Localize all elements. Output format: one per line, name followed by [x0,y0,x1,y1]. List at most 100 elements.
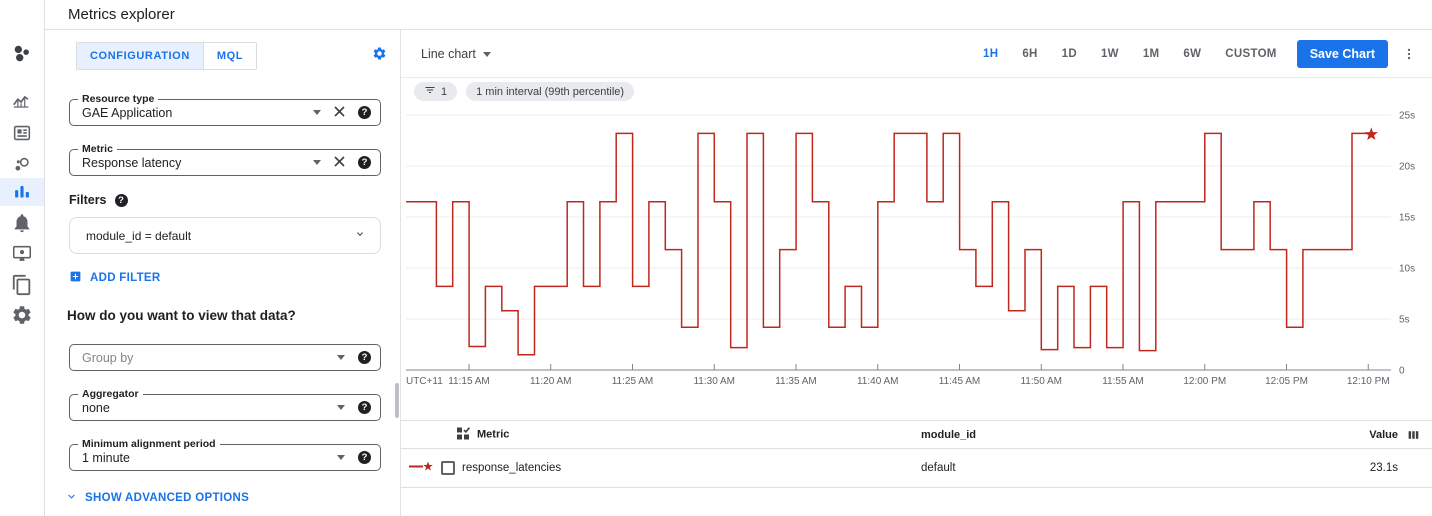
app-header: Metrics explorer [0,0,1432,30]
time-range-6h[interactable]: 6H [1022,48,1038,60]
column-header-module-id: module_id [921,428,977,441]
table-row[interactable]: response_latencies default 23.1s [401,449,1432,488]
series-line [406,132,1372,356]
time-range-6w[interactable]: 6W [1183,48,1202,60]
min-alignment-period-field[interactable]: Minimum alignment period 1 minute [69,438,381,471]
aggregator-label: Aggregator [78,388,143,400]
help-icon[interactable] [358,156,371,169]
nav-overview-icon[interactable] [11,43,33,65]
metric-field[interactable]: Metric Response latency [69,143,381,176]
dropdown-caret-icon [482,51,491,57]
nav-groups-icon[interactable] [11,274,33,296]
metric-label: Metric [78,143,117,155]
x-tick-label: 11:40 AM [857,376,899,387]
view-columns-icon[interactable] [1407,428,1420,441]
resource-type-field[interactable]: Resource type GAE Application [69,93,381,126]
chevron-down-icon [354,227,366,245]
nav-uptime-checks-icon[interactable] [11,243,33,265]
interval-chip[interactable]: 1 min interval (99th percentile) [466,82,635,101]
add-filter-label: ADD FILTER [90,272,161,284]
chevron-down-icon [65,490,78,506]
chart-type-label: Line chart [421,47,476,61]
more-options-kebab-icon[interactable] [1396,42,1422,66]
metric-value: Response latency [82,155,182,170]
time-range-1h[interactable]: 1H [983,48,999,60]
help-icon[interactable] [358,351,371,364]
x-tick-label: 12:00 PM [1183,376,1226,387]
row-module-id: default [921,462,956,474]
nav-metrics-explorer-icon[interactable] [11,181,33,203]
page-title: Metrics explorer [68,6,175,23]
tab-configuration[interactable]: CONFIGURATION [77,43,203,69]
resource-type-label: Resource type [78,93,159,105]
help-icon[interactable] [358,106,371,119]
filter-count-chip[interactable]: 1 [414,82,458,101]
save-chart-button[interactable]: Save Chart [1296,40,1388,68]
config-scrollbar[interactable] [395,383,399,418]
grid-select-icon[interactable] [456,426,471,443]
dropdown-caret-icon[interactable] [337,455,345,460]
chart-toolbar: Line chart 1H 6H 1D 1W 1M 6W CUSTOM Save… [401,30,1432,78]
nav-settings-icon[interactable] [11,304,33,326]
filter-count: 1 [441,85,448,98]
add-filter-button[interactable]: ADD FILTER [69,270,161,286]
x-tick-label: 12:10 PM [1347,376,1390,387]
x-tick-label: 11:45 AM [939,376,981,387]
show-advanced-options-button[interactable]: SHOW ADVANCED OPTIONS [65,490,249,506]
end-star-marker [1364,127,1378,140]
help-icon[interactable] [114,193,128,207]
nav-metrics-icon[interactable] [11,91,33,113]
series-legend-swatch [409,460,434,477]
view-data-heading: How do you want to view that data? [67,308,296,323]
y-tick-label: 15s [1399,213,1415,224]
configuration-panel: CONFIGURATION MQL Resource type GAE Appl… [45,30,400,516]
nav-services-icon[interactable] [11,154,33,176]
header-divider [45,29,1432,30]
tab-mql[interactable]: MQL [202,43,257,69]
aggregator-value: none [82,400,110,415]
add-box-icon [69,270,82,286]
x-tick-label: 11:35 AM [775,376,817,387]
dropdown-caret-icon[interactable] [313,110,321,115]
dropdown-caret-icon[interactable] [337,355,345,360]
min-alignment-period-value: 1 minute [82,450,130,465]
filter-expander[interactable]: module_id = default [69,217,381,254]
clear-icon[interactable] [334,154,345,172]
group-by-placeholder: Group by [82,350,134,365]
dropdown-caret-icon[interactable] [337,405,345,410]
row-metric-name: response_latencies [462,462,562,474]
column-header-metric: Metric [477,428,510,441]
time-range-1m[interactable]: 1M [1142,48,1160,60]
row-checkbox[interactable] [441,461,455,475]
help-icon[interactable] [358,401,371,414]
chart-type-dropdown[interactable]: Line chart [421,30,491,78]
nav-dashboards-icon[interactable] [11,122,33,144]
aggregator-field[interactable]: Aggregator none [69,388,381,421]
help-icon[interactable] [358,451,371,464]
line-chart[interactable]: 0 5s 10s 15s 20s 25s 11:15 AM 11:20 AM 11:25 AM 1… [401,100,1432,400]
x-tick-label: 11:15 AM [448,376,490,387]
dropdown-caret-icon[interactable] [313,160,321,165]
y-tick-label: 10s [1399,264,1415,275]
y-tick-label: 0 [1399,366,1405,377]
x-tick-label: 11:50 AM [1020,376,1062,387]
row-value: 23.1s [1369,462,1398,474]
y-tick-label: 20s [1399,162,1415,173]
time-range-custom[interactable]: CUSTOM [1225,48,1277,60]
config-tab-bar: CONFIGURATION MQL [76,42,258,70]
filters-label: Filters [69,193,107,207]
min-alignment-period-label: Minimum alignment period [78,438,220,450]
config-settings-gear-icon[interactable] [372,46,387,66]
x-tick-label: 11:20 AM [530,376,572,387]
time-range-1d[interactable]: 1D [1061,48,1077,60]
chart-panel: Line chart 1H 6H 1D 1W 1M 6W CUSTOM Save… [400,30,1432,516]
x-tick-label: 11:55 AM [1102,376,1144,387]
clear-icon[interactable] [334,104,345,122]
group-by-field[interactable]: Group by [69,344,381,371]
timezone-label: UTC+11 [406,376,443,387]
legend-table: Metric module_id Value response_latencie… [401,420,1432,488]
time-range-1w[interactable]: 1W [1100,48,1119,60]
x-tick-label: 11:30 AM [693,376,735,387]
filter-icon [424,84,436,99]
nav-alerting-icon[interactable] [11,212,33,234]
